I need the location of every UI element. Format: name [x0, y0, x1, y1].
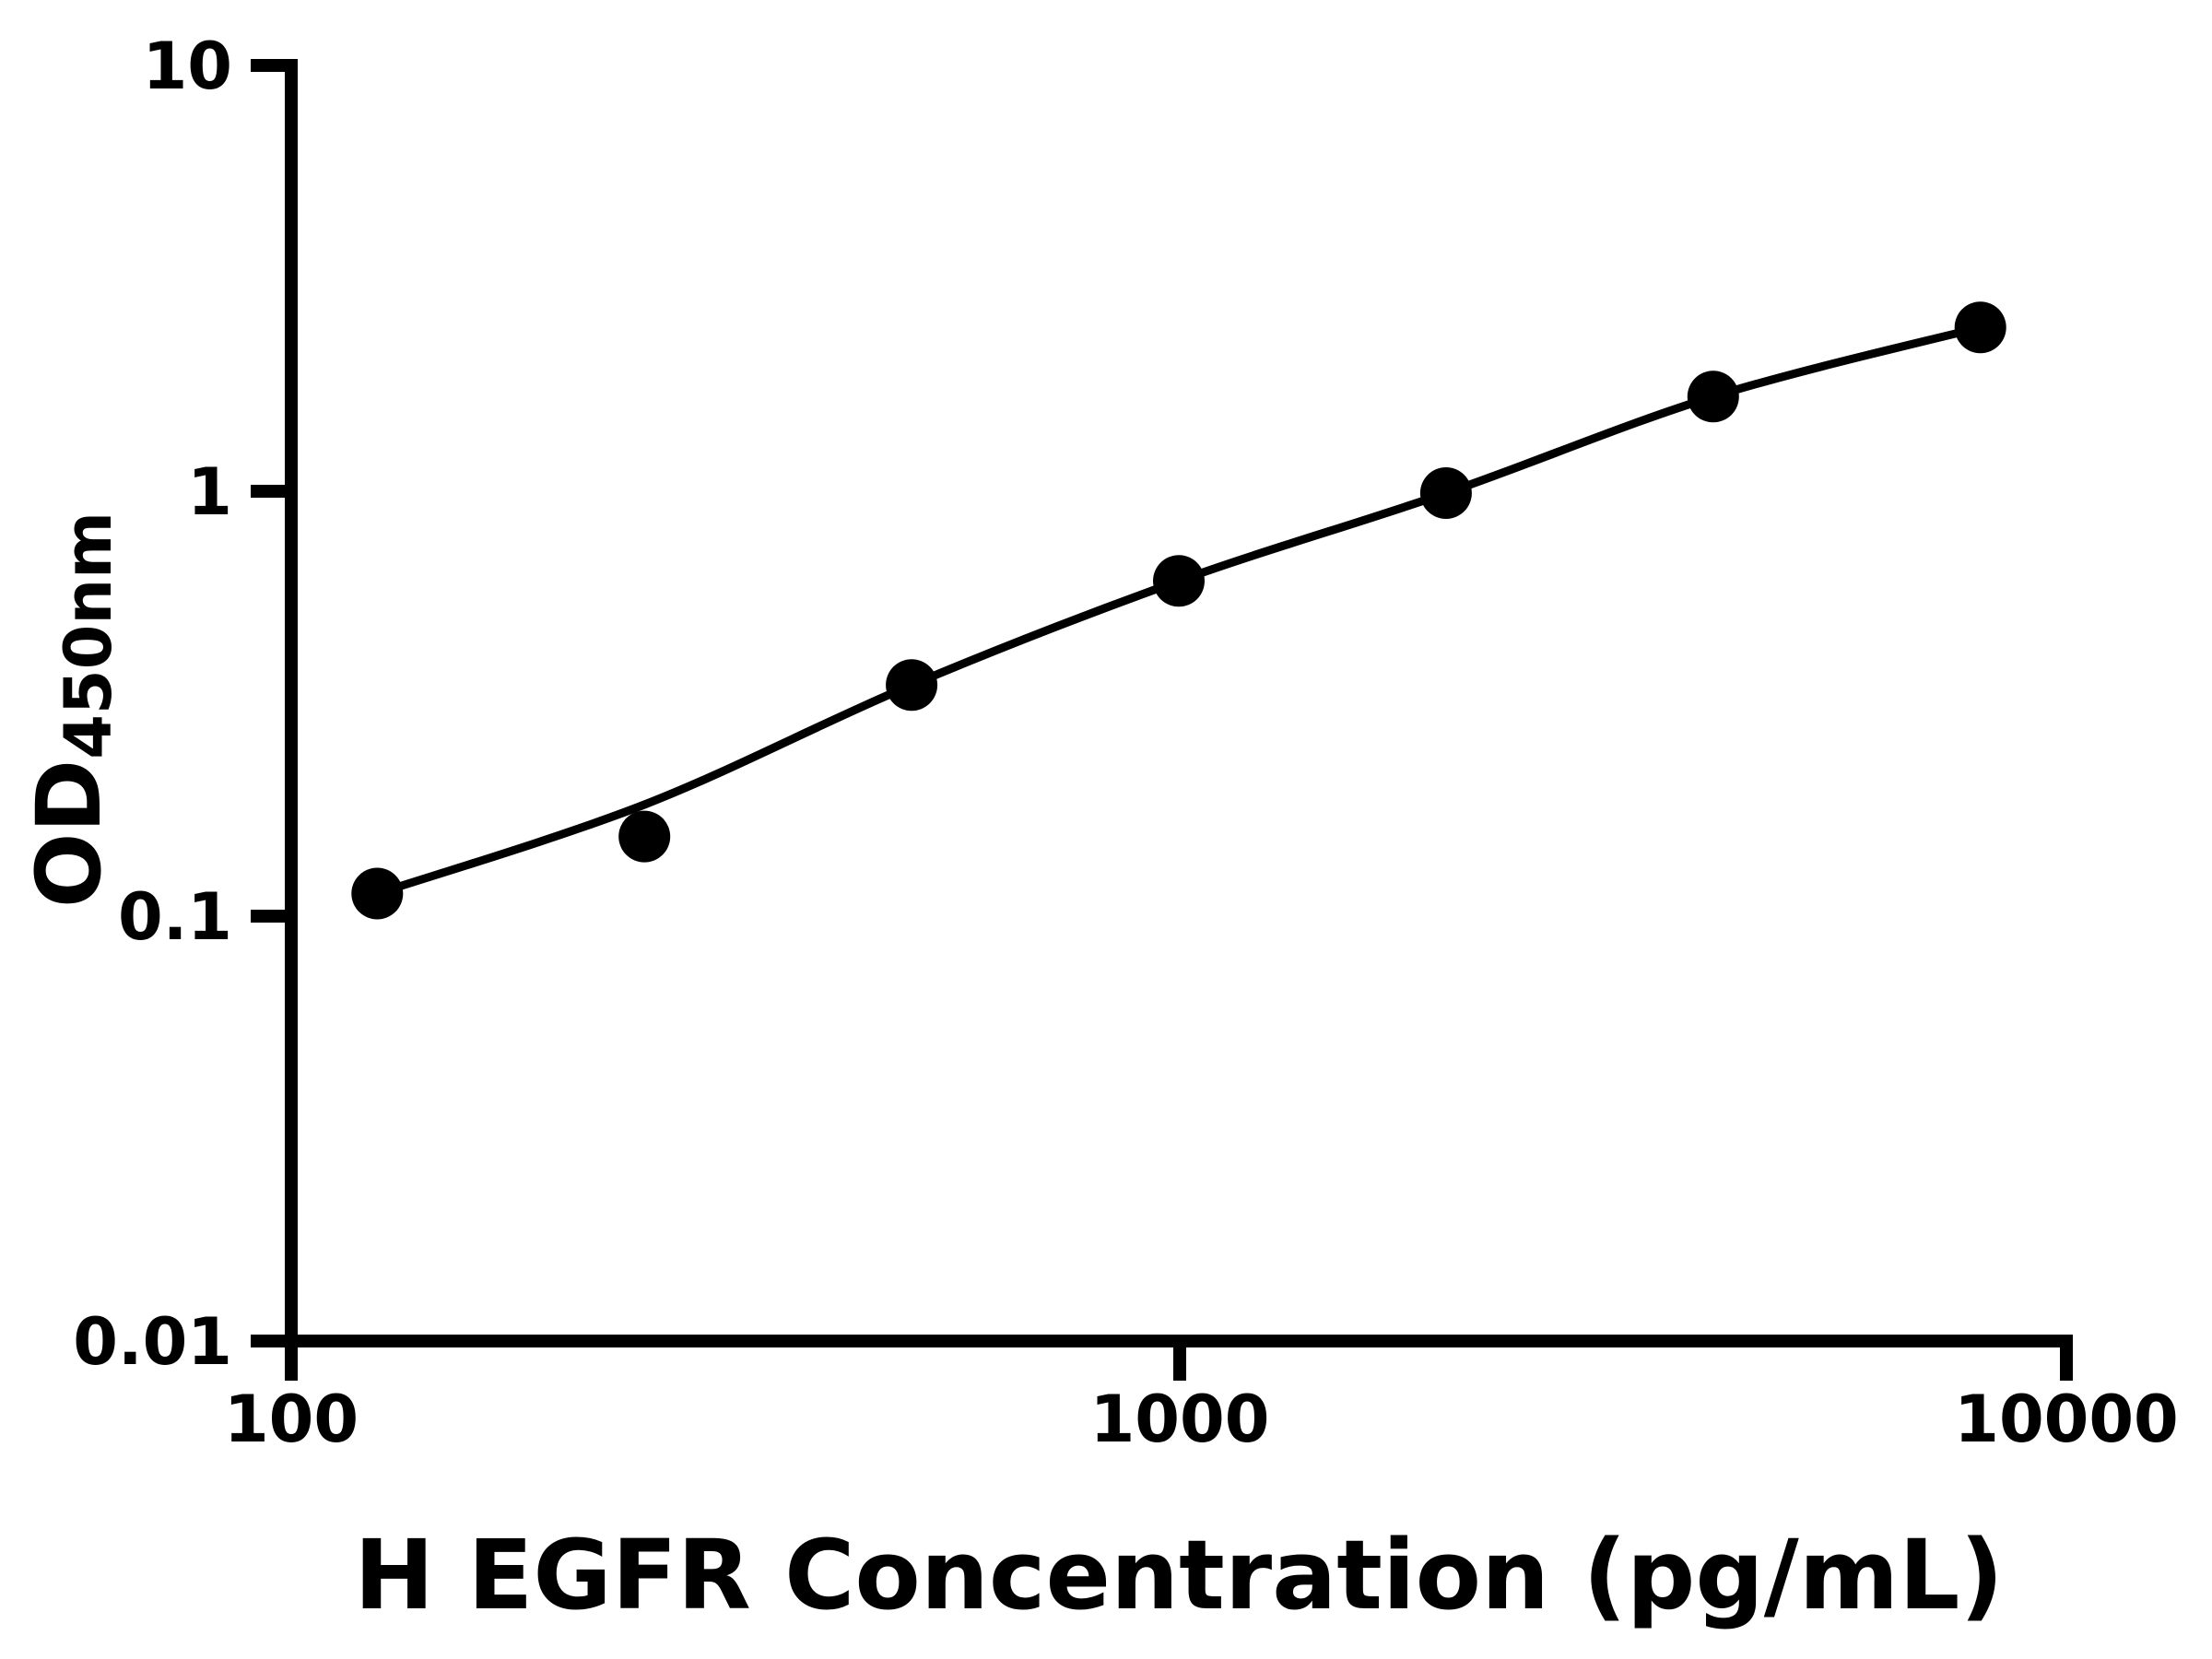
x-tick-label-1000: 1000 [1090, 1382, 1270, 1457]
data-points [351, 301, 2006, 920]
data-point [351, 867, 404, 920]
data-point [1419, 467, 1472, 519]
x-tick-label-10000: 10000 [1954, 1382, 2179, 1457]
data-point [1153, 555, 1205, 607]
y-axis-title-main: OD [18, 759, 121, 909]
y-tick-label-0-1: 0.1 [118, 879, 232, 955]
data-point [618, 810, 671, 863]
fit-curve-line [372, 323, 1985, 898]
y-tick-label-0-01: 0.01 [73, 1304, 232, 1380]
y-tick-label-10: 10 [143, 29, 232, 104]
y-tick-label-1: 1 [187, 454, 232, 530]
data-point [1687, 371, 1739, 423]
y-axis-title: OD450nm [18, 512, 126, 908]
axes [251, 59, 2073, 1381]
x-axis-title: H EGFR Concentration (pg/mL) [354, 1519, 2004, 1631]
data-point [1954, 301, 2006, 354]
x-tick-label-100: 100 [224, 1382, 359, 1457]
data-point [886, 659, 938, 712]
y-axis-title-subscript: 450nm [51, 511, 126, 759]
